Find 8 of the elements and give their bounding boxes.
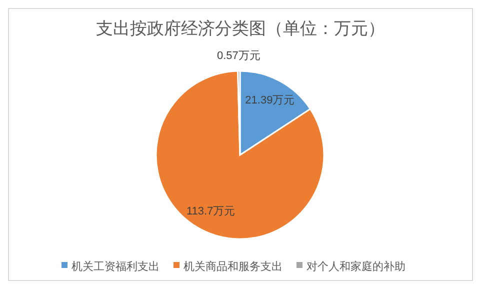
- data-label: 0.57万元: [216, 50, 260, 62]
- pie-slice: [155, 70, 325, 240]
- legend-label: 机关工资福利支出: [72, 260, 160, 273]
- legend-label: 机关商品和服务支出: [184, 260, 282, 273]
- legend-label: 对个人和家庭的补助: [306, 260, 406, 273]
- data-label: 113.7万元: [186, 206, 236, 218]
- data-label: 21.39万元: [245, 94, 295, 106]
- chart-title: 支出按政府经济分类图（单位：万元）: [96, 19, 385, 38]
